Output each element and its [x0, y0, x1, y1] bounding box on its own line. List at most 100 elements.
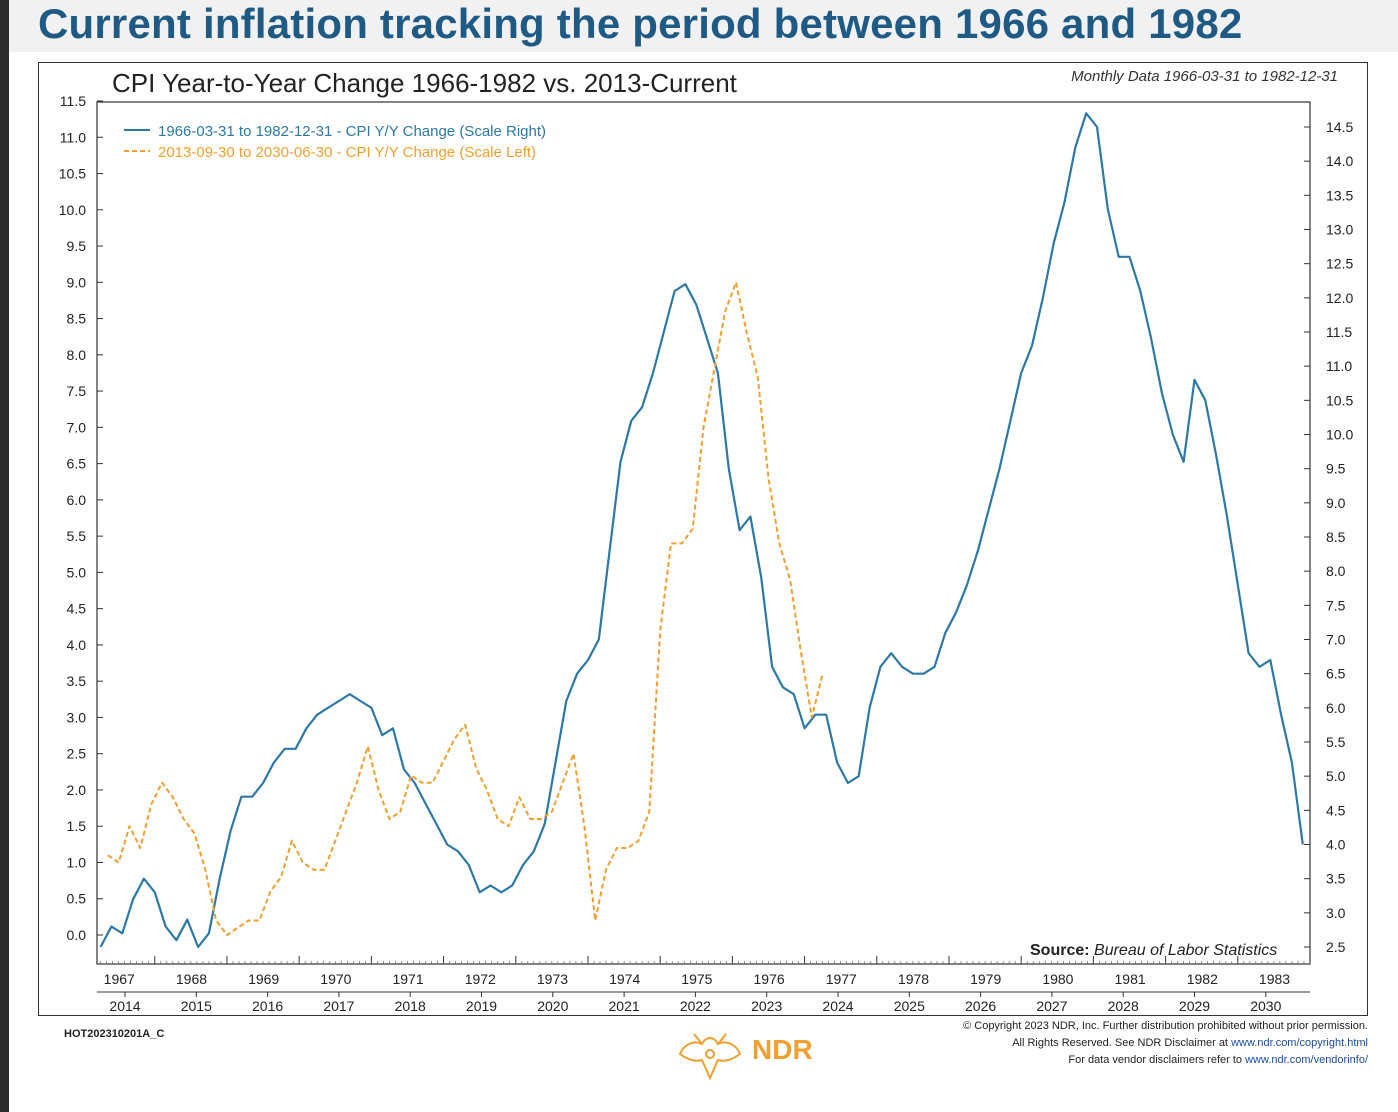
bottom-x-axis: 2014 2015 2016 2017 2018 2019 2020 2021 2022 2023…	[97, 991, 1310, 1014]
right-tick-label: 14.5	[1326, 119, 1353, 135]
headline-band	[9, 0, 1398, 52]
left-tick-label: 3.5	[67, 673, 87, 689]
top-x-tick-label: 1970	[320, 971, 351, 987]
bottom-x-tick-label: 2022	[680, 998, 711, 1014]
monthly-data-note: Monthly Data 1966-03-31 to 1982-12-31	[1071, 68, 1338, 85]
left-tick-label: 4.5	[67, 601, 87, 617]
top-x-tick-label: 1978	[898, 971, 929, 987]
copyright-block: © Copyright 2023 NDR, Inc. Further distr…	[963, 1018, 1368, 1069]
bottom-x-tick-label: 2027	[1036, 998, 1067, 1014]
bottom-x-tick-label: 2021	[609, 998, 640, 1014]
left-tick-label: 5.0	[67, 564, 87, 580]
window-edge	[0, 0, 9, 1112]
left-tick-label: 3.0	[67, 709, 87, 725]
top-x-tick-label: 1972	[465, 971, 496, 987]
left-axis: 0.0 0.5 1.0 1.5 2.0 2.5 3.0 3.5 4.0 4.5 5.0 5.5 6.0 6…	[59, 93, 103, 943]
right-tick-label: 3.0	[1326, 905, 1346, 921]
right-tick-label: 13.5	[1326, 187, 1353, 203]
top-x-tick-label: 1981	[1115, 971, 1146, 987]
copyright-line-1: © Copyright 2023 NDR, Inc. Further distr…	[963, 1020, 1368, 1032]
bottom-x-tick-label: 2023	[751, 998, 782, 1014]
bottom-x-tick-label: 2029	[1179, 998, 1210, 1014]
left-tick-label: 11.5	[60, 93, 86, 109]
vendor-info-link[interactable]: www.ndr.com/vendorinfo/	[1245, 1054, 1368, 1066]
right-tick-label: 8.5	[1326, 529, 1346, 545]
left-tick-label: 10.5	[59, 166, 86, 182]
bottom-x-tick-label: 2025	[894, 998, 925, 1014]
right-tick-label: 14.0	[1326, 153, 1353, 169]
right-axis: 2.5 3.0 3.5 4.0 4.5 5.0 5.5 6.0 6.5 7.0 7.5 8.0 8.5 9…	[1304, 119, 1353, 955]
copyright-link[interactable]: www.ndr.com/copyright.html	[1231, 1037, 1368, 1049]
plot-area	[96, 101, 1311, 965]
chart-frame	[38, 62, 1368, 1016]
source-note: Source: Bureau of Labor Statistics	[1030, 942, 1277, 960]
right-tick-label: 5.5	[1326, 734, 1346, 750]
left-tick-label: 8.5	[67, 311, 87, 327]
top-x-tick-label: 1967	[104, 971, 135, 987]
right-tick-label: 12.0	[1326, 290, 1353, 306]
left-tick-label: 7.5	[67, 383, 87, 399]
bottom-x-tick-label: 2026	[965, 998, 996, 1014]
copyright-line-2-text: All Rights Reserved. See NDR Disclaimer …	[1012, 1037, 1228, 1049]
left-tick-label: 10.0	[59, 202, 86, 218]
top-x-tick-label: 1974	[609, 971, 640, 987]
bottom-x-tick-label: 2030	[1250, 998, 1281, 1014]
left-tick-label: 0.0	[67, 927, 87, 943]
left-tick-label: 0.5	[67, 891, 87, 907]
left-tick-label: 9.5	[67, 238, 87, 254]
top-x-axis: 1967 1968 1969 1970 1971 1972 1973 1974 1975 1976…	[100, 956, 1311, 987]
right-tick-label: 5.0	[1326, 768, 1346, 784]
right-tick-label: 11.0	[1326, 358, 1352, 374]
bottom-x-tick-label: 2024	[822, 998, 853, 1014]
legend: 1966-03-31 to 1982-12-31 - CPI Y/Y Chang…	[124, 123, 546, 161]
left-tick-label: 6.0	[67, 492, 87, 508]
document-code: HOT202310201A_C	[64, 1028, 165, 1040]
top-x-tick-label: 1969	[248, 971, 279, 987]
right-tick-label: 4.5	[1326, 802, 1346, 818]
bottom-x-tick-label: 2016	[252, 998, 283, 1014]
right-tick-label: 9.5	[1326, 461, 1346, 477]
page-headline: Current inflation tracking the period be…	[38, 0, 1243, 47]
left-tick-label: 1.0	[67, 854, 87, 870]
top-x-tick-label: 1982	[1187, 971, 1218, 987]
top-x-tick-label: 1977	[826, 971, 857, 987]
right-tick-label: 7.0	[1326, 632, 1346, 648]
ndr-logo: NDR	[672, 1026, 842, 1082]
right-tick-label: 7.5	[1326, 597, 1346, 613]
left-tick-label: 4.0	[67, 637, 87, 653]
legend-label-blue: 1966-03-31 to 1982-12-31 - CPI Y/Y Chang…	[158, 123, 546, 140]
logo-text: NDR	[752, 1034, 813, 1065]
copyright-line-3: For data vendor disclaimers refer to www…	[963, 1052, 1368, 1069]
bottom-x-tick-label: 2014	[109, 998, 140, 1014]
series-line-1966-1982	[99, 112, 1304, 949]
right-tick-label: 4.0	[1326, 837, 1346, 853]
left-tick-label: 2.5	[67, 746, 87, 762]
right-tick-label: 11.5	[1326, 324, 1352, 340]
right-tick-label: 6.5	[1326, 666, 1346, 682]
left-tick-label: 7.0	[67, 419, 87, 435]
bottom-x-tick-label: 2015	[181, 998, 212, 1014]
top-x-tick-label: 1968	[176, 971, 207, 987]
left-tick-label: 2.0	[67, 782, 87, 798]
left-tick-label: 1.5	[67, 818, 87, 834]
bull-bear-icon	[678, 1033, 742, 1081]
top-x-tick-label: 1979	[970, 971, 1001, 987]
copyright-line-2: All Rights Reserved. See NDR Disclaimer …	[963, 1035, 1368, 1052]
right-tick-label: 3.5	[1326, 871, 1346, 887]
right-tick-label: 12.5	[1326, 256, 1353, 272]
right-tick-label: 8.0	[1326, 563, 1346, 579]
source-value: Bureau of Labor Statistics	[1094, 942, 1278, 959]
right-tick-label: 6.0	[1326, 700, 1346, 716]
bottom-x-tick-label: 2020	[537, 998, 568, 1014]
top-x-tick-label: 1980	[1042, 971, 1073, 987]
top-x-tick-label: 1973	[537, 971, 568, 987]
source-label: Source:	[1030, 942, 1090, 959]
right-tick-label: 10.5	[1326, 392, 1353, 408]
top-x-tick-label: 1983	[1259, 971, 1290, 987]
right-tick-label: 10.0	[1326, 427, 1353, 443]
right-tick-label: 9.0	[1326, 495, 1346, 511]
bottom-x-tick-label: 2028	[1108, 998, 1139, 1014]
bottom-x-tick-label: 2017	[323, 998, 354, 1014]
left-tick-label: 5.5	[67, 528, 87, 544]
